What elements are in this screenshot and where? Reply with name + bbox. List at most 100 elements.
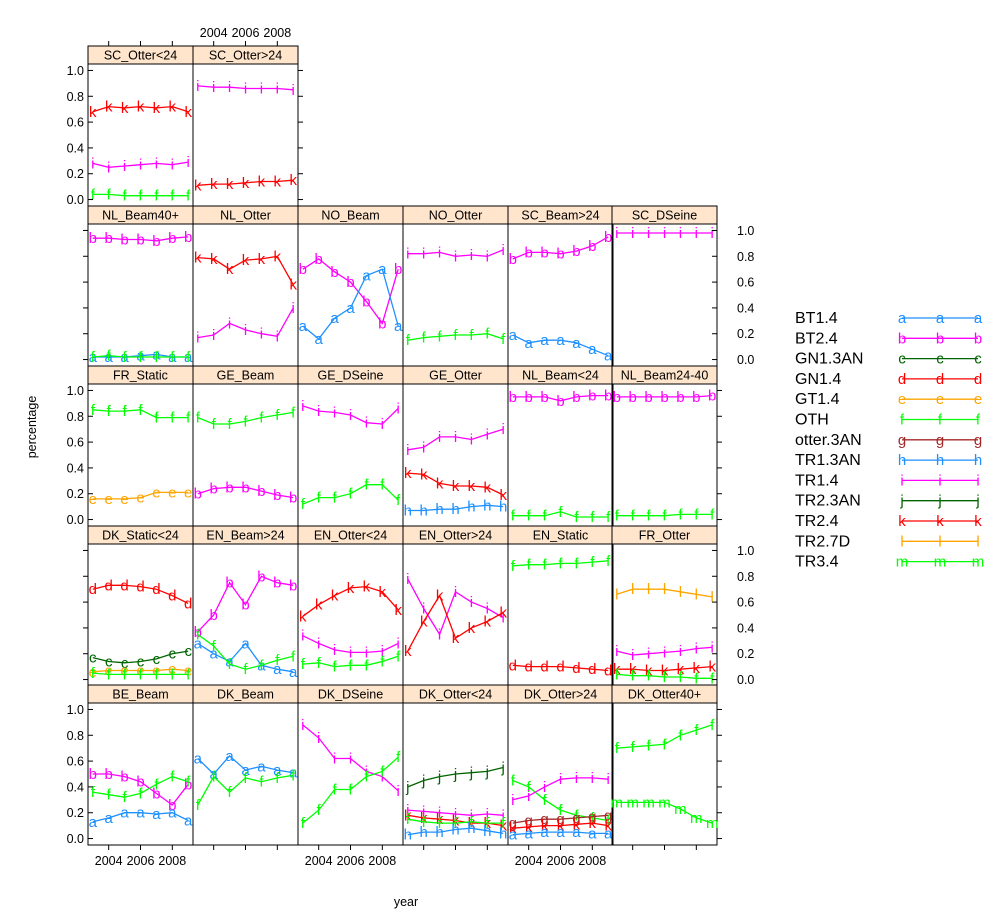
data-point: f (453, 815, 458, 832)
data-point: d (556, 659, 564, 676)
legend-symbol: c (936, 351, 944, 368)
data-point: f (438, 328, 443, 345)
data-point: i (527, 788, 530, 805)
data-point: f (574, 555, 579, 572)
data-point: f (259, 410, 264, 427)
data-point: i (502, 807, 505, 824)
y-tick-label: 0.0 (737, 673, 754, 687)
data-point: i (187, 154, 190, 171)
data-point: i (333, 642, 336, 659)
data-point: f (333, 782, 338, 799)
legend-symbol: b (898, 330, 906, 347)
data-point: f (91, 349, 96, 366)
data-point: f (243, 413, 248, 430)
legend-symbol: g (898, 432, 906, 449)
data-point: k (315, 597, 323, 614)
data-point: b (152, 233, 160, 250)
data-point: f (615, 740, 620, 757)
data-point: a (588, 825, 597, 842)
legend-symbol: e (898, 391, 906, 408)
data-point: a (273, 661, 282, 678)
data-point: i (438, 429, 441, 446)
data-point: d (152, 581, 160, 598)
data-point: i (365, 644, 368, 661)
data-point: c (89, 650, 97, 667)
data-point: i (422, 246, 425, 263)
data-point: e (152, 484, 160, 501)
series-line (197, 642, 294, 673)
data-point: f (275, 652, 280, 669)
data-point: f (196, 626, 201, 643)
data-point: f (694, 722, 699, 739)
data-point: c (121, 655, 129, 672)
data-point: k (194, 250, 202, 267)
data-point: i (647, 225, 650, 242)
data-point: d (604, 663, 612, 680)
data-point: i (486, 601, 489, 618)
y-tick-label: 0.8 (67, 729, 84, 743)
data-point: a (152, 346, 161, 363)
series-line (407, 594, 504, 652)
data-point: f (348, 486, 353, 503)
strip-label: EN_Static (533, 529, 589, 543)
data-point: i (591, 770, 594, 787)
series-line (92, 236, 189, 242)
data-point: a (330, 310, 339, 327)
data-point: b (378, 315, 386, 332)
data-point: i (511, 792, 514, 809)
data-point: b (315, 251, 323, 268)
data-point: i (406, 802, 409, 819)
data-point: f (511, 558, 516, 575)
data-point: b (184, 776, 192, 793)
data-point: d (509, 657, 517, 674)
data-point: k (242, 252, 250, 269)
data-point: f (107, 186, 112, 203)
panel: DK_Otter>24f fff f f fi ii i i i ig g g g g g gk k k k k k ka… (507, 684, 614, 846)
legend-label: BT1.4 (795, 310, 838, 327)
data-point: d (572, 660, 580, 677)
data-point: i (663, 225, 666, 242)
data-point: k (604, 818, 612, 835)
data-point: a (210, 646, 219, 663)
data-point: k (363, 579, 371, 596)
data-point: b (136, 232, 144, 249)
data-point: f (186, 666, 191, 683)
data-point: k (347, 580, 355, 597)
data-point: i (607, 771, 610, 788)
data-point: i (679, 643, 682, 660)
data-point: f (170, 666, 175, 683)
x-tick-label: 2006 (547, 854, 575, 868)
data-point: f (301, 496, 306, 513)
panel-frame (297, 702, 404, 846)
data-point: i (679, 225, 682, 242)
data-point: e (136, 663, 144, 680)
legend-symbol: c (898, 351, 906, 368)
data-point: k (210, 251, 218, 268)
data-point: b (168, 230, 176, 247)
data-point: c (153, 651, 161, 668)
x-tick-label: 2008 (158, 854, 186, 868)
legend-symbol: f (938, 412, 943, 429)
data-point: f (186, 349, 191, 366)
data-point: f (501, 815, 506, 832)
data-point: k (89, 104, 97, 121)
data-point: d (540, 659, 548, 676)
data-point: j (453, 766, 457, 783)
series-line (512, 822, 609, 829)
data-point: f (317, 655, 322, 672)
data-point: f (438, 815, 443, 832)
y-tick-label: 0.4 (67, 141, 84, 155)
data-point: j (485, 763, 489, 780)
data-point: b (572, 389, 580, 406)
x-tick-label: 2006 (232, 26, 260, 40)
data-point: k (210, 176, 218, 193)
data-point: f (275, 407, 280, 424)
data-point: k (613, 661, 621, 678)
data-point: m (642, 794, 655, 811)
data-point: g (525, 813, 533, 830)
data-point: f (154, 666, 159, 683)
data-point: f (453, 327, 458, 344)
data-point: k (420, 614, 428, 631)
